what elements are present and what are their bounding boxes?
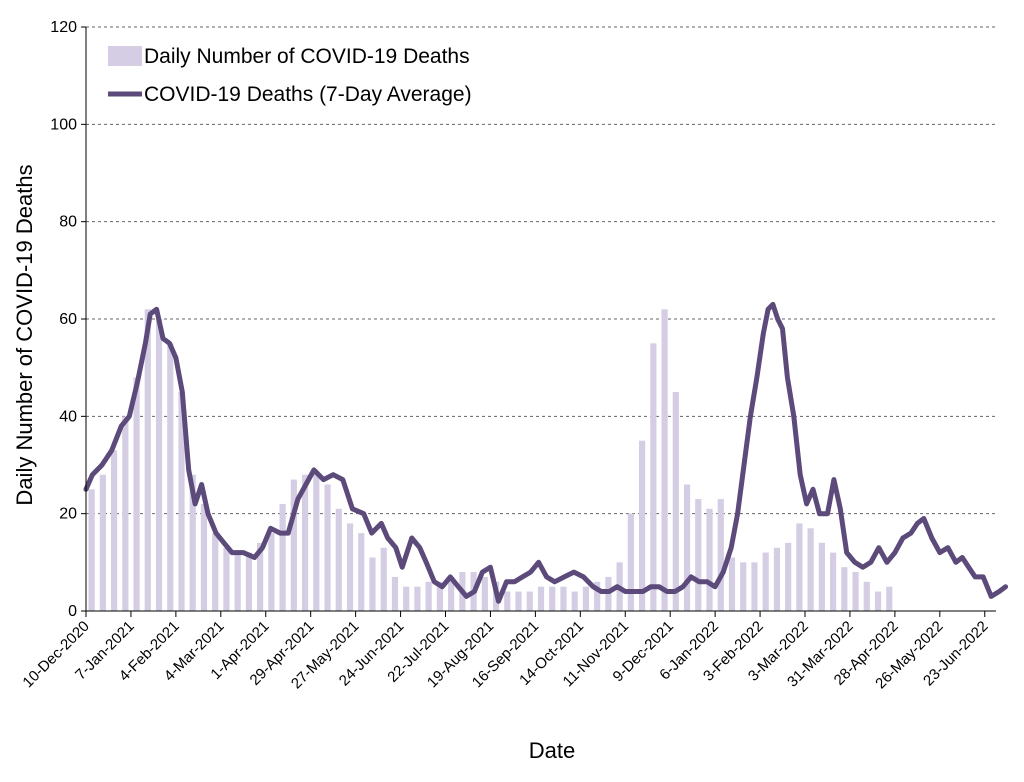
seven-day-average-line: [83, 301, 1009, 604]
daily-deaths-bar: [122, 416, 129, 611]
daily-deaths-bar: [807, 528, 814, 611]
daily-deaths-bar: [571, 591, 578, 611]
daily-deaths-bar: [672, 392, 679, 611]
daily-deaths-bar: [369, 557, 376, 611]
daily-deaths-bar: [841, 567, 848, 611]
y-tick-label: 80: [59, 214, 77, 231]
legend: Daily Number of COVID-19 Deaths COVID-19…: [108, 45, 472, 106]
daily-deaths-bar: [740, 562, 747, 611]
daily-deaths-bar: [245, 552, 252, 611]
legend-bar-swatch: [108, 46, 142, 66]
seven-day-average-polyline: [83, 301, 1009, 604]
daily-deaths-bar: [257, 542, 264, 611]
daily-deaths-bar: [728, 557, 736, 611]
daily-deaths-bar: [560, 586, 567, 611]
legend-label-daily: Daily Number of COVID-19 Deaths: [144, 45, 470, 68]
y-tick-label: 0: [68, 603, 77, 620]
y-axis-title: Daily Number of COVID-19 Deaths: [12, 164, 37, 505]
daily-deaths-bar: [290, 479, 297, 611]
daily-deaths-bar: [133, 377, 140, 611]
y-tick-label: 60: [59, 311, 77, 328]
y-tick-label: 40: [59, 408, 77, 425]
daily-deaths-bar: [650, 343, 657, 611]
daily-deaths-bar: [335, 508, 342, 611]
daily-deaths-bar: [717, 499, 724, 611]
daily-deaths-bar: [706, 508, 713, 611]
daily-deaths-bar: [818, 542, 825, 611]
daily-deaths-bar: [391, 576, 399, 611]
daily-deaths-bar: [762, 552, 769, 611]
x-axis-title: Date: [529, 738, 575, 763]
daily-deaths-bar: [189, 474, 196, 611]
daily-deaths-bar: [436, 581, 443, 611]
daily-deaths-bar: [155, 319, 163, 611]
daily-deaths-bar: [549, 586, 556, 611]
daily-deaths-bar: [515, 591, 522, 611]
daily-deaths-bar: [594, 581, 601, 611]
daily-deaths-bar: [234, 552, 241, 611]
daily-deaths-bar: [773, 547, 781, 611]
daily-deaths-bar: [796, 523, 803, 611]
daily-deaths-bar: [627, 513, 634, 611]
daily-deaths-bar: [751, 562, 758, 611]
daily-deaths-bar: [380, 547, 387, 611]
daily-deaths-bar: [324, 484, 331, 611]
daily-deaths-bar: [414, 586, 421, 611]
axes: [81, 26, 996, 617]
daily-deaths-bar: [301, 474, 309, 611]
x-tick-labels: 10-Dec-20207-Jan-20214-Feb-20214-Mar-202…: [19, 618, 991, 693]
daily-deaths-bar: [863, 581, 870, 611]
daily-deaths-bar: [661, 309, 668, 611]
daily-deaths-bar: [313, 474, 320, 611]
daily-deaths-bar: [683, 484, 691, 611]
daily-deaths-bar: [110, 450, 118, 611]
y-tick-label: 120: [50, 19, 77, 36]
daily-deaths-bar: [886, 586, 893, 611]
daily-deaths-bar: [178, 392, 185, 611]
daily-deaths-bars: [88, 309, 893, 611]
daily-deaths-bar: [88, 489, 95, 611]
daily-deaths-bar: [504, 591, 511, 611]
daily-deaths-bar: [695, 499, 702, 611]
daily-deaths-bar: [144, 309, 151, 611]
daily-deaths-bar: [785, 542, 792, 611]
daily-deaths-bar: [279, 503, 286, 611]
daily-deaths-bar: [537, 586, 545, 611]
daily-deaths-bar: [268, 533, 275, 611]
daily-deaths-bar: [358, 533, 365, 611]
daily-deaths-bar: [99, 474, 106, 611]
grid-lines: [86, 26, 996, 515]
daily-deaths-bar: [830, 552, 837, 611]
y-tick-label: 100: [50, 116, 77, 133]
legend-label-average: COVID-19 Deaths (7-Day Average): [144, 83, 472, 106]
daily-deaths-bar: [167, 343, 174, 611]
daily-deaths-bar: [582, 586, 590, 611]
daily-deaths-bar: [481, 576, 488, 611]
daily-deaths-bar: [223, 547, 230, 611]
daily-deaths-bar: [874, 591, 882, 611]
daily-deaths-bar: [200, 503, 208, 611]
daily-deaths-bar: [639, 440, 646, 611]
daily-deaths-bar: [212, 533, 219, 611]
daily-deaths-bar: [425, 581, 432, 611]
y-tick-labels: 0 20 40 60 80 100 120: [50, 19, 77, 620]
daily-deaths-bar: [448, 576, 455, 611]
daily-deaths-bar: [403, 586, 410, 611]
daily-deaths-bar: [526, 591, 533, 611]
y-tick-label: 20: [59, 506, 77, 523]
daily-deaths-bar: [852, 572, 859, 611]
daily-deaths-bar: [346, 523, 354, 611]
